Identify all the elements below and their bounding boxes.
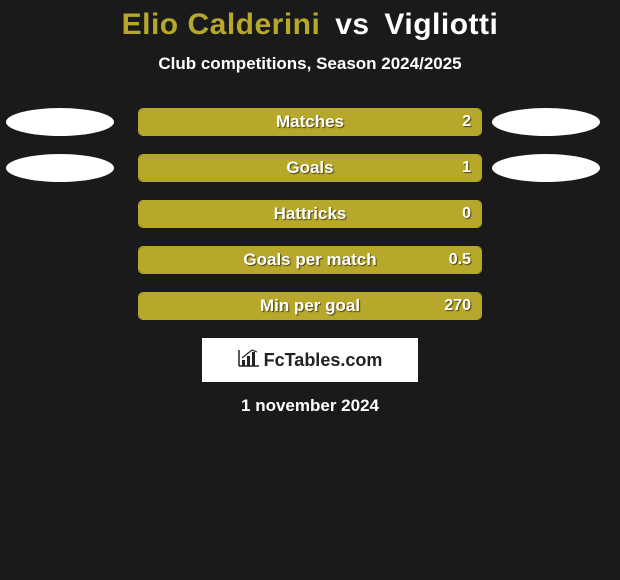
player2-ellipse (492, 108, 600, 136)
stat-row: Goals1 (0, 154, 620, 182)
stat-bar: Matches2 (138, 108, 482, 136)
page-title: Elio Calderini vs Vigliotti (0, 8, 620, 42)
logo: FcTables.com (238, 349, 383, 372)
comparison-card: Elio Calderini vs Vigliotti Club competi… (0, 0, 620, 416)
stat-bar-fill (139, 155, 481, 181)
stat-bar-fill (139, 293, 481, 319)
stat-rows: Matches2 Goals1 Hattricks0 Goals per match0… (0, 108, 620, 320)
player2-ellipse (492, 154, 600, 182)
stat-row: Goals per match0.5 (0, 246, 620, 274)
stat-bar: Goals per match0.5 (138, 246, 482, 274)
date-text: 1 november 2024 (0, 396, 620, 416)
stat-row: Matches2 (0, 108, 620, 136)
logo-box: FcTables.com (202, 338, 418, 382)
stat-bar-fill (139, 201, 481, 227)
stat-bar-fill (139, 109, 481, 135)
player1-ellipse (6, 154, 114, 182)
logo-text: FcTables.com (264, 350, 383, 371)
vs-text: vs (335, 8, 369, 41)
subtitle: Club competitions, Season 2024/2025 (0, 54, 620, 74)
stat-bar: Min per goal270 (138, 292, 482, 320)
player1-name: Elio Calderini (122, 8, 321, 41)
player2-name: Vigliotti (384, 8, 498, 41)
player1-ellipse (6, 108, 114, 136)
bar-chart-icon (238, 349, 260, 372)
stat-bar: Hattricks0 (138, 200, 482, 228)
stat-bar-fill (139, 247, 481, 273)
stat-row: Min per goal270 (0, 292, 620, 320)
stat-bar: Goals1 (138, 154, 482, 182)
stat-row: Hattricks0 (0, 200, 620, 228)
